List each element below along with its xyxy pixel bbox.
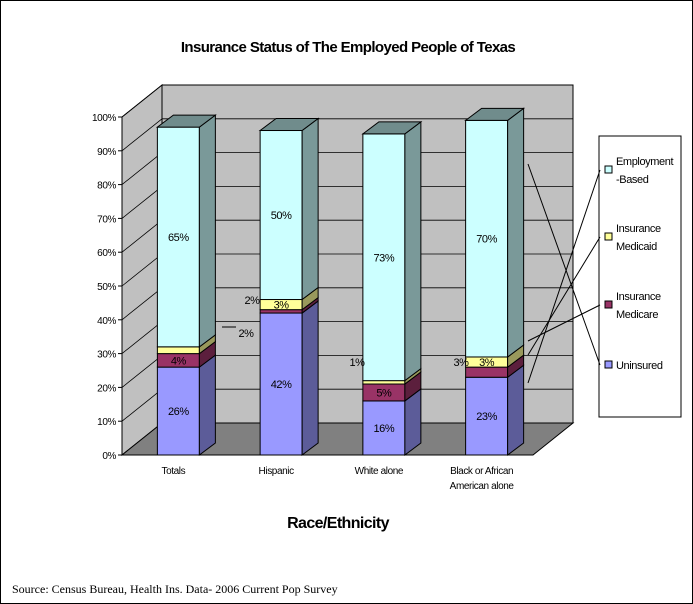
- legend-leader: [527, 163, 601, 366]
- bar-segment: [156, 346, 200, 355]
- gridline-side: [121, 219, 163, 253]
- y-tick-label: 60%: [97, 248, 116, 259]
- y-tick-label: 20%: [97, 383, 116, 394]
- legend: Employment-BasedInsuranceMedicaidInsuran…: [527, 135, 682, 418]
- legend-swatch: [604, 300, 613, 309]
- y-tick-label: 50%: [97, 282, 116, 293]
- y-tick-label: 30%: [97, 350, 116, 361]
- data-label: 3%: [274, 300, 290, 312]
- x-tick-label: White alone: [355, 466, 404, 477]
- data-label-outside: 1%: [349, 357, 365, 369]
- x-tick-label: Hispanic: [259, 466, 295, 477]
- data-label-outside: 2%: [244, 295, 260, 307]
- legend-leader: [527, 169, 601, 384]
- bar-segment-side: [507, 364, 525, 456]
- data-label: 70%: [476, 234, 497, 246]
- y-tick-label: 0%: [102, 451, 116, 462]
- source-note: Source: Census Bureau, Health Ins. Data-…: [12, 582, 338, 596]
- legend-label: Uninsured: [616, 360, 663, 372]
- gridline-side: [121, 84, 163, 118]
- data-label: 65%: [168, 232, 189, 244]
- data-label: 42%: [271, 379, 292, 391]
- bar-segment: [362, 133, 406, 382]
- bar-segment: [156, 366, 200, 456]
- legend-item: Insurance Medicaid: [604, 223, 661, 253]
- legend-label: Employment: [616, 156, 673, 168]
- chart-title: Insurance Status of The Employed People …: [181, 39, 516, 56]
- y-tick-label: 40%: [97, 316, 116, 327]
- gridline-side: [121, 152, 163, 185]
- data-label: 16%: [373, 423, 394, 435]
- legend-box: [598, 135, 682, 418]
- bar-segment: [465, 119, 509, 358]
- y-tick-label: 10%: [97, 417, 116, 428]
- data-label: 26%: [168, 406, 189, 418]
- y-tick-label: 70%: [97, 214, 116, 225]
- gridline-side: [121, 287, 163, 321]
- bar-segment: [259, 312, 303, 456]
- legend-swatch: [604, 165, 613, 174]
- bar-segment-side: [507, 107, 525, 358]
- bar-segment-side: [301, 300, 319, 456]
- gridline-side: [121, 118, 163, 152]
- data-label: 50%: [271, 210, 292, 222]
- gridline-side: [121, 186, 163, 219]
- gridline-side: [121, 355, 163, 388]
- bar-segment: [362, 380, 406, 385]
- bar-segment-top: [258, 118, 320, 132]
- bar-segment-side: [404, 120, 422, 382]
- bar-segment-side: [198, 354, 216, 456]
- data-label: 3%: [479, 357, 495, 369]
- data-label-outside: 2%: [238, 328, 254, 340]
- x-tick-label: American alone: [450, 481, 515, 492]
- bar-segment: [362, 400, 406, 456]
- x-tick-label: Black or African: [450, 466, 513, 477]
- bar-segment-top: [155, 114, 217, 128]
- legend-label: Insurance: [616, 223, 661, 235]
- legend-swatch: [604, 360, 613, 369]
- data-label-outside: 3%: [453, 357, 469, 369]
- legend-label: Medicare: [616, 309, 658, 321]
- data-label: 23%: [476, 411, 497, 423]
- gridline-side: [121, 388, 163, 422]
- y-tick-label: 80%: [97, 181, 116, 192]
- y-tick-label: 90%: [97, 147, 116, 158]
- legend-item: Uninsured: [604, 360, 663, 372]
- x-tick-label: Totals: [162, 466, 186, 477]
- legend-label: Medicaid: [616, 241, 657, 253]
- legend-swatch: [604, 232, 613, 241]
- legend-item: Insurance Medicare: [604, 291, 661, 321]
- bar-segment-top: [361, 121, 423, 135]
- bar-segment-top: [464, 107, 526, 121]
- bar-segment: [465, 376, 509, 456]
- legend-label: Insurance: [616, 291, 661, 303]
- data-label: 73%: [373, 252, 394, 264]
- bar-segment: [259, 130, 303, 301]
- bar-segment-side: [198, 114, 216, 348]
- y-tick-label: 100%: [92, 113, 116, 124]
- data-label: 4%: [171, 355, 187, 367]
- bar-segment-side: [301, 117, 319, 301]
- legend-label: -Based: [616, 174, 649, 186]
- legend-leader: [527, 304, 601, 342]
- legend-item: Employment -Based: [604, 156, 674, 186]
- x-axis-title: Race/Ethnicity: [287, 515, 390, 532]
- gridline-side: [121, 253, 163, 287]
- data-label: 5%: [376, 387, 392, 399]
- plot-area: 0% 10% 20% 30% 40% 50% 60% 70% 80% 90% 100% Totals H…: [92, 83, 575, 492]
- gridline-side: [121, 321, 163, 354]
